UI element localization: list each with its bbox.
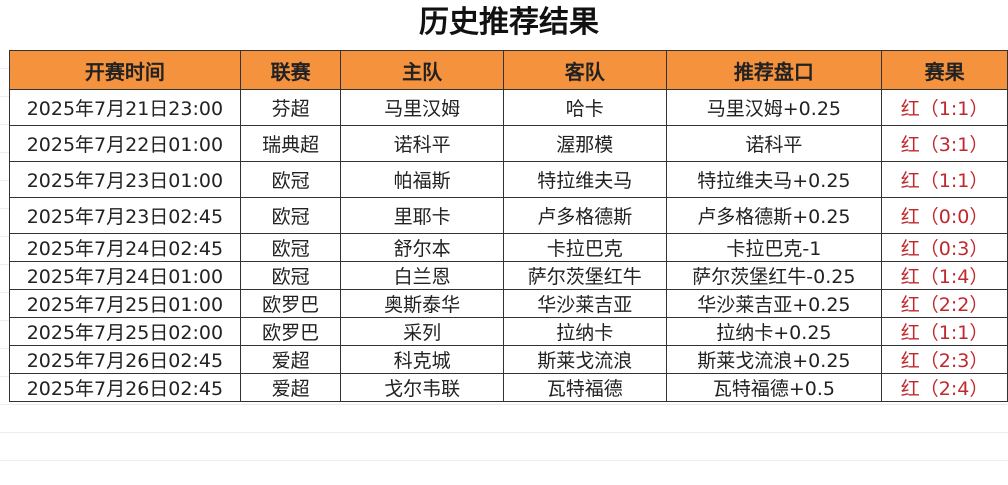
cell-league: 欧冠 — [239, 161, 342, 198]
cell-time: 2025年7月24日01:00 — [9, 261, 241, 290]
cell-home: 戈尔韦联 — [340, 373, 504, 402]
table-row: 2025年7月23日01:00 欧冠 帕福斯 特拉维夫马 特拉维夫马+0.25 红（1:1… — [9, 161, 1008, 198]
cell-away: 华沙莱吉亚 — [502, 289, 667, 318]
cell-time: 2025年7月23日02:45 — [9, 197, 241, 234]
cell-away: 萨尔茨堡红牛 — [502, 261, 667, 290]
cell-home: 马里汉姆 — [340, 89, 504, 126]
cell-handicap: 马里汉姆+0.25 — [665, 89, 883, 126]
cell-home: 舒尔本 — [340, 233, 504, 262]
cell-league: 欧罗巴 — [239, 317, 342, 346]
cell-away: 渥那模 — [502, 125, 667, 162]
header-league: 联赛 — [239, 50, 342, 90]
table-row: 2025年7月26日02:45 爱超 戈尔韦联 瓦特福德 瓦特福德+0.5 红（2:4） — [9, 373, 1008, 402]
cell-league: 欧冠 — [239, 197, 342, 234]
table-row: 2025年7月26日02:45 爱超 科克城 斯莱戈流浪 斯莱戈流浪+0.25 红（2:3… — [9, 345, 1008, 374]
table-row: 2025年7月24日02:45 欧冠 舒尔本 卡拉巴克 卡拉巴克-1 红（0:3） — [9, 233, 1008, 262]
cell-away: 卡拉巴克 — [502, 233, 667, 262]
cell-handicap: 斯莱戈流浪+0.25 — [665, 345, 883, 374]
cell-home: 奥斯泰华 — [340, 289, 504, 318]
cell-home: 帕福斯 — [340, 161, 504, 198]
cell-result: 红（2:3） — [881, 345, 1008, 374]
cell-handicap: 诺科平 — [665, 125, 883, 162]
cell-time: 2025年7月26日02:45 — [9, 373, 241, 402]
cell-time: 2025年7月25日01:00 — [9, 289, 241, 318]
cell-result: 红（2:4） — [881, 373, 1008, 402]
cell-home: 诺科平 — [340, 125, 504, 162]
cell-result: 红（0:3） — [881, 233, 1008, 262]
cell-league: 欧罗巴 — [239, 289, 342, 318]
cell-away: 特拉维夫马 — [502, 161, 667, 198]
cell-result: 红（0:0） — [881, 197, 1008, 234]
table-row: 2025年7月22日01:00 瑞典超 诺科平 渥那模 诺科平 红（3:1） — [9, 125, 1008, 162]
cell-result: 红（1:4） — [881, 261, 1008, 290]
cell-league: 欧冠 — [239, 261, 342, 290]
table-row: 2025年7月24日01:00 欧冠 白兰恩 萨尔茨堡红牛 萨尔茨堡红牛-0.25 红（1… — [9, 261, 1008, 290]
header-time: 开赛时间 — [9, 50, 241, 90]
table-row: 2025年7月25日02:00 欧罗巴 采列 拉纳卡 拉纳卡+0.25 红（1:1） — [9, 317, 1008, 346]
cell-handicap: 特拉维夫马+0.25 — [665, 161, 883, 198]
cell-away: 哈卡 — [502, 89, 667, 126]
cell-handicap: 卡拉巴克-1 — [665, 233, 883, 262]
table-row: 2025年7月23日02:45 欧冠 里耶卡 卢多格德斯 卢多格德斯+0.25 红（0:0… — [9, 197, 1008, 234]
cell-result: 红（1:1） — [881, 89, 1008, 126]
cell-league: 欧冠 — [239, 233, 342, 262]
cell-league: 芬超 — [239, 89, 342, 126]
cell-home: 采列 — [340, 317, 504, 346]
cell-away: 瓦特福德 — [502, 373, 667, 402]
cell-result: 红（3:1） — [881, 125, 1008, 162]
cell-home: 里耶卡 — [340, 197, 504, 234]
cell-league: 爱超 — [239, 373, 342, 402]
page-title: 历史推荐结果 — [0, 0, 1008, 48]
cell-result: 红（2:2） — [881, 289, 1008, 318]
cell-result: 红（1:1） — [881, 317, 1008, 346]
table-row: 2025年7月21日23:00 芬超 马里汉姆 哈卡 马里汉姆+0.25 红（1:1） — [9, 89, 1008, 126]
header-away: 客队 — [502, 50, 667, 90]
cell-time: 2025年7月26日02:45 — [9, 345, 241, 374]
table-row: 2025年7月25日01:00 欧罗巴 奥斯泰华 华沙莱吉亚 华沙莱吉亚+0.25 红（2… — [9, 289, 1008, 318]
cell-handicap: 瓦特福德+0.5 — [665, 373, 883, 402]
header-handicap: 推荐盘口 — [665, 50, 883, 90]
cell-handicap: 萨尔茨堡红牛-0.25 — [665, 261, 883, 290]
header-row: 开赛时间 联赛 主队 客队 推荐盘口 赛果 — [9, 50, 1008, 90]
cell-home: 科克城 — [340, 345, 504, 374]
cell-handicap: 华沙莱吉亚+0.25 — [665, 289, 883, 318]
cell-league: 瑞典超 — [239, 125, 342, 162]
cell-time: 2025年7月24日02:45 — [9, 233, 241, 262]
cell-away: 斯莱戈流浪 — [502, 345, 667, 374]
cell-away: 卢多格德斯 — [502, 197, 667, 234]
header-result: 赛果 — [881, 50, 1008, 90]
header-home: 主队 — [340, 50, 504, 90]
cell-league: 爱超 — [239, 345, 342, 374]
cell-time: 2025年7月21日23:00 — [9, 89, 241, 126]
results-table: 开赛时间 联赛 主队 客队 推荐盘口 赛果 2025年7月21日23:00 芬超马… — [9, 50, 1008, 402]
cell-handicap: 卢多格德斯+0.25 — [665, 197, 883, 234]
cell-away: 拉纳卡 — [502, 317, 667, 346]
cell-time: 2025年7月22日01:00 — [9, 125, 241, 162]
cell-time: 2025年7月23日01:00 — [9, 161, 241, 198]
cell-result: 红（1:1） — [881, 161, 1008, 198]
cell-time: 2025年7月25日02:00 — [9, 317, 241, 346]
cell-home: 白兰恩 — [340, 261, 504, 290]
cell-handicap: 拉纳卡+0.25 — [665, 317, 883, 346]
